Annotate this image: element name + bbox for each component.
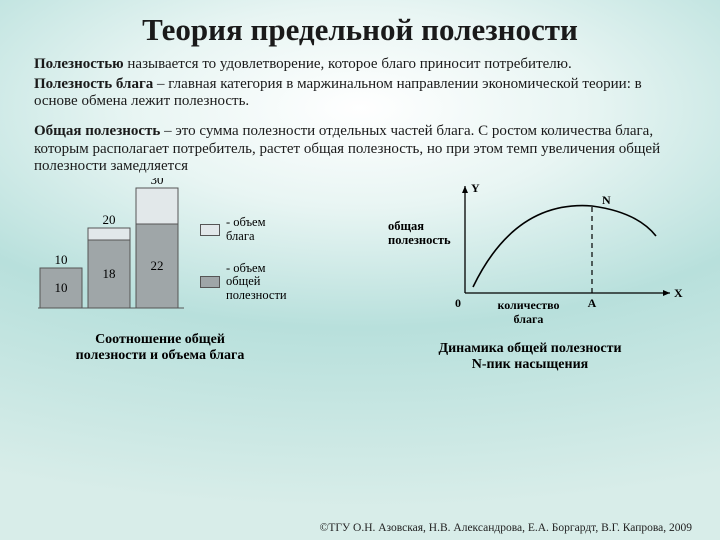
svg-text:блага: блага [514,312,544,326]
bar-chart-block: 10 10 20 18 30 22 - объем блага - объем общей… [30,178,370,373]
svg-text:20: 20 [103,212,116,227]
legend-swatch-util [200,276,220,288]
para1-rest: называется то удовлетворение, которое бл… [124,56,572,72]
curve-chart-caption: Динамика общей полезности N-пик насыщени… [370,341,690,373]
para2-lead: Полезность блага [34,76,153,92]
bar-chart-caption: Соотношение общей полезности и объема бл… [30,332,290,364]
svg-text:X: X [674,286,683,300]
bar-legend: - объем блага - объем общей полезности [200,216,290,321]
para3-lead: Общая полезность [34,123,160,139]
svg-text:N: N [602,193,611,207]
curve-chart-svg: Y X 0 N Aобщаяполезность количествоблага [370,178,690,328]
svg-text:полезность: полезность [388,233,451,247]
legend-label-util: - объем общей полезности [226,262,290,303]
svg-text:22: 22 [151,258,164,273]
svg-text:30: 30 [151,178,164,187]
svg-text:18: 18 [103,266,116,281]
svg-text:общая: общая [388,219,424,233]
page-title: Теория предельной полезности [0,0,720,56]
svg-text:A: A [588,296,597,310]
legend-label-volume: - объем блага [226,216,290,244]
footer-credits: ©ТГУ О.Н. Азовская, Н.В. Александрова, Е… [320,522,692,534]
body-text: Полезностью называется то удовлетворение… [0,56,720,176]
legend-swatch-volume [200,224,220,236]
svg-text:Y: Y [471,181,480,195]
curve-chart-block: Y X 0 N Aобщаяполезность количествоблага Дина… [370,178,690,373]
svg-text:10: 10 [55,252,68,267]
svg-text:количество: количество [497,298,559,312]
bar-chart-svg: 10 10 20 18 30 22 [30,178,200,318]
svg-text:0: 0 [455,296,461,310]
svg-text:10: 10 [55,280,68,295]
para1-lead: Полезностью [34,56,124,72]
